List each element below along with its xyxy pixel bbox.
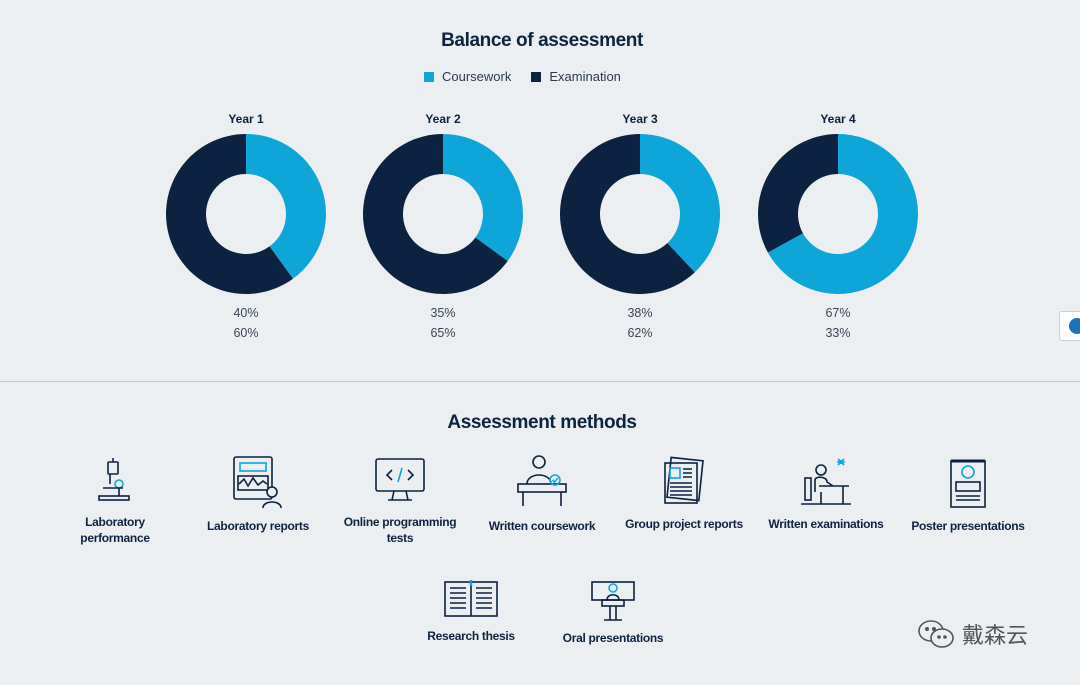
open-book-icon — [444, 580, 498, 617]
percent-label-coursework: 35% — [430, 306, 455, 320]
percent-label-coursework: 67% — [825, 306, 850, 320]
side-help-tab[interactable] — [1059, 311, 1080, 341]
percent-label-examination: 62% — [627, 326, 652, 340]
lab-report-icon — [233, 456, 282, 509]
wechat-icon — [918, 620, 954, 648]
section-divider — [0, 381, 1080, 382]
legend-swatch-coursework — [424, 71, 434, 82]
method-poster-presentations: Poster presentations — [908, 456, 1028, 534]
year-label: Year 1 — [228, 112, 264, 126]
documents-icon — [664, 456, 704, 504]
percent-label-examination: 60% — [233, 326, 258, 340]
legend-label-examination: Examination — [549, 69, 621, 84]
legend-label-coursework: Coursework — [442, 69, 512, 84]
watermark-text: 戴森云 — [962, 623, 1029, 648]
donut-slice-coursework — [767, 134, 918, 294]
methods-title: Assessment methods — [447, 412, 637, 433]
method-laboratory-reports: Laboratory reports — [198, 454, 318, 534]
method-online-programming-tests: Online programming tests — [340, 456, 460, 546]
writing-desk-icon — [517, 455, 567, 506]
method-label: Group project reports — [625, 517, 743, 531]
percent-label-examination: 65% — [430, 326, 455, 340]
method-label: Research thesis — [427, 629, 515, 643]
method-laboratory-performance: Laboratory performance — [55, 456, 175, 546]
percent-label-coursework: 38% — [627, 306, 652, 320]
legend-item-coursework: Coursework — [424, 69, 511, 84]
poster-icon — [950, 459, 986, 508]
donut-slice-coursework — [640, 134, 720, 273]
method-label: Laboratory reports — [207, 519, 309, 533]
percent-label-examination: 33% — [825, 326, 850, 340]
code-monitor-icon — [375, 458, 425, 501]
year-label: Year 2 — [425, 112, 461, 126]
donut-slice-examination — [559, 134, 695, 294]
donut-slice-examination — [757, 134, 838, 253]
year-label: Year 4 — [820, 112, 856, 126]
method-written-examinations: Written examinations — [766, 456, 886, 532]
method-research-thesis: Research thesis — [411, 578, 531, 644]
donut-slice-examination — [363, 134, 508, 294]
help-icon — [1069, 318, 1080, 334]
percent-label-coursework: 40% — [233, 306, 258, 320]
lectern-icon — [591, 581, 635, 621]
method-oral-presentations: Oral presentations — [553, 576, 673, 646]
method-label: Online programming tests — [343, 515, 457, 545]
method-written-coursework: Written coursework — [482, 452, 602, 534]
microscope-icon — [98, 458, 130, 501]
method-group-project-reports: Group project reports — [624, 456, 744, 532]
method-label: Oral presentations — [562, 631, 664, 645]
method-label: Poster presentations — [911, 519, 1025, 533]
method-label: Written coursework — [488, 519, 596, 533]
donut-slice-coursework — [443, 134, 523, 262]
chart-legend: Coursework Examination — [424, 69, 621, 84]
method-label: Laboratory performance — [80, 515, 150, 545]
donut-charts: Year 1 40% 60% Year 2 35% 65% Year 3 38% 62% Year… — [166, 112, 918, 340]
chart-title: Balance of assessment — [441, 30, 643, 51]
legend-swatch-examination — [531, 71, 542, 82]
method-label: Written examinations — [768, 517, 884, 531]
legend-item-examination: Examination — [531, 69, 621, 84]
exam-desk-icon — [801, 458, 851, 505]
year-label: Year 3 — [622, 112, 658, 126]
watermark: 戴森云 — [916, 618, 1028, 650]
donut-slice-examination — [166, 134, 294, 294]
donut-slice-coursework — [246, 134, 327, 279]
